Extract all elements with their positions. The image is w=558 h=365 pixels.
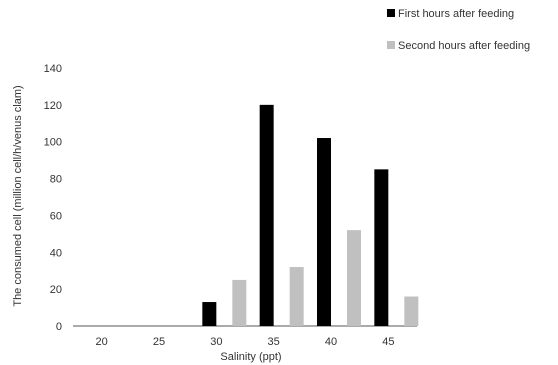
bars <box>202 104 419 326</box>
y-tick-label: 0 <box>56 321 62 333</box>
legend-swatch-first-hours <box>387 9 395 17</box>
x-axis-ticks: 20 25 30 35 40 45 <box>96 336 395 348</box>
legend-label-first-hours: First hours after feeding <box>398 8 514 20</box>
y-tick-label: 140 <box>44 63 62 75</box>
y-tick-label: 60 <box>50 210 62 222</box>
y-tick-label: 20 <box>50 284 62 296</box>
x-tick-label: 45 <box>382 336 394 348</box>
bar-first-hours-45 <box>374 169 389 326</box>
bar-second-hours-45 <box>404 296 419 326</box>
legend-item-second-hours: Second hours after feeding <box>387 40 530 52</box>
legend-label-second-hours: Second hours after feeding <box>398 40 530 52</box>
legend-swatch-second-hours <box>387 41 395 49</box>
bar-second-hours-40 <box>347 230 361 326</box>
y-tick-label: 100 <box>44 137 62 149</box>
y-axis-ticks: 0 20 40 60 80 100 120 140 <box>44 63 62 333</box>
bar-first-hours-40 <box>317 138 331 326</box>
bar-first-hours-35 <box>259 104 274 326</box>
y-tick-label: 120 <box>44 100 62 112</box>
bar-second-hours-35 <box>289 267 304 326</box>
x-tick-label: 25 <box>153 336 165 348</box>
x-tick-label: 20 <box>96 336 108 348</box>
y-tick-label: 40 <box>50 247 62 259</box>
x-tick-label: 30 <box>210 336 222 348</box>
bar-second-hours-30 <box>232 279 247 326</box>
x-tick-label: 40 <box>325 336 337 348</box>
legend-item-first-hours: First hours after feeding <box>387 8 514 20</box>
y-axis-title: The consumed cell (million cell/h/venus … <box>12 85 24 306</box>
legend: First hours after feeding Second hours a… <box>387 8 530 52</box>
bar-first-hours-30 <box>202 302 217 326</box>
x-tick-label: 35 <box>268 336 280 348</box>
y-tick-label: 80 <box>50 174 62 186</box>
x-axis-title: Salinity (ppt) <box>220 351 281 363</box>
